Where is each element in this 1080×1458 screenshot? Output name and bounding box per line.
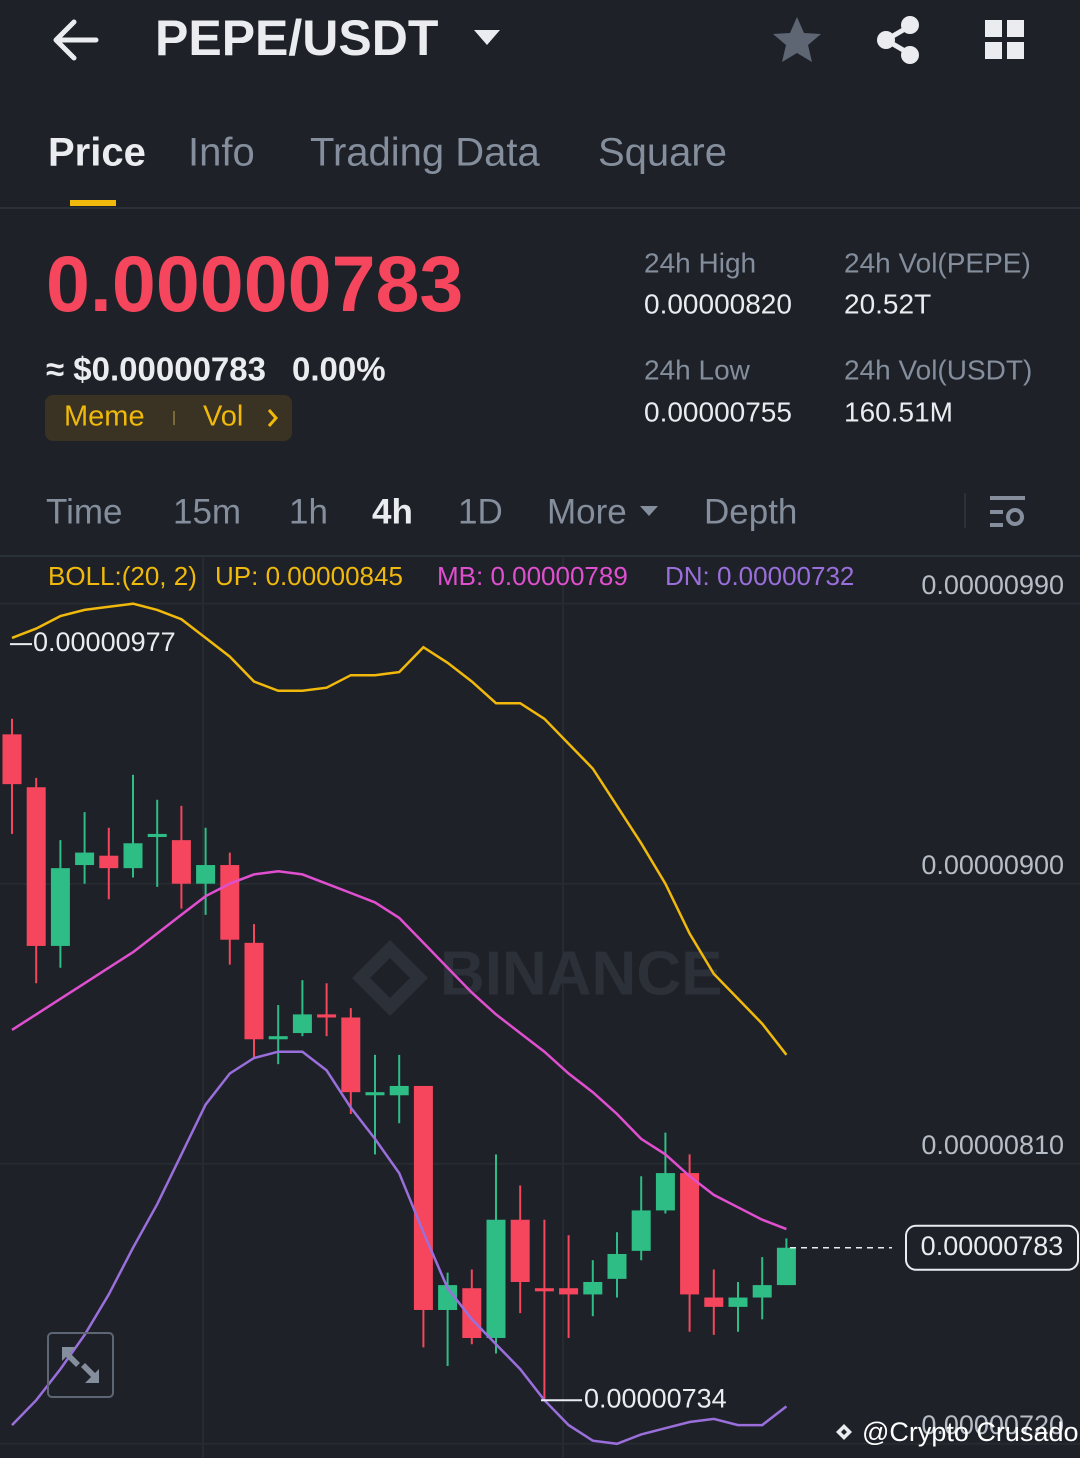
last-price-label: 0.00000783 bbox=[921, 1231, 1064, 1261]
stat-value: 0.00000755 bbox=[644, 396, 792, 427]
candle-body bbox=[583, 1281, 603, 1295]
candle-body bbox=[486, 1219, 506, 1338]
more-dropdown[interactable] bbox=[640, 506, 658, 516]
price-change: 0.00% bbox=[292, 351, 386, 388]
tab[interactable]: Info bbox=[188, 131, 255, 175]
back-button[interactable] bbox=[53, 19, 99, 61]
layout-button[interactable] bbox=[985, 20, 1024, 59]
candle-body bbox=[196, 865, 216, 884]
expand-icon bbox=[62, 1347, 99, 1383]
candle-body bbox=[728, 1297, 748, 1307]
candle-body bbox=[341, 1017, 361, 1093]
interval-tab[interactable]: 1h bbox=[289, 492, 328, 531]
tag[interactable]: Vol bbox=[203, 401, 243, 433]
interval-tab[interactable]: More bbox=[547, 492, 627, 531]
candle-body bbox=[292, 1014, 312, 1034]
candle-body bbox=[171, 840, 191, 884]
usd-price: ≈ $0.00000783 bbox=[46, 351, 266, 388]
tag[interactable]: Meme bbox=[64, 401, 145, 433]
stat-value: 160.51M bbox=[844, 396, 953, 427]
candle-body bbox=[317, 1014, 337, 1018]
candle-body bbox=[50, 868, 70, 946]
stat-value: 20.52T bbox=[844, 288, 931, 319]
favorite-star[interactable] bbox=[773, 17, 821, 62]
y-tick-label: 0.00000900 bbox=[921, 850, 1064, 880]
watermark: BINANCE bbox=[440, 939, 722, 1008]
legend-entry: DN: 0.00000732 bbox=[665, 561, 854, 591]
active-tab-indicator bbox=[70, 200, 116, 206]
candle-body bbox=[680, 1173, 700, 1295]
last-price-box bbox=[905, 1224, 1079, 1271]
credit: @Crypto Crusador bbox=[862, 1417, 1080, 1447]
legend-entry: MB: 0.00000789 bbox=[437, 561, 628, 591]
tab[interactable]: Trading Data bbox=[310, 131, 541, 175]
tag-box[interactable] bbox=[45, 395, 292, 441]
interval-tab[interactable]: 15m bbox=[173, 492, 241, 531]
candle-body bbox=[147, 833, 167, 838]
bollinger-band bbox=[11, 1050, 788, 1446]
candle-body bbox=[704, 1297, 724, 1307]
candle-body bbox=[244, 942, 264, 1040]
candle-body bbox=[2, 734, 22, 785]
candle-body bbox=[123, 843, 143, 869]
expand-button[interactable] bbox=[47, 1332, 114, 1398]
bollinger-band bbox=[11, 870, 787, 1231]
candle-body bbox=[220, 865, 240, 940]
candle-body bbox=[75, 852, 95, 866]
y-tick-label: 0.00000990 bbox=[921, 570, 1064, 600]
last-price: 0.00000783 bbox=[46, 239, 463, 328]
candle-body bbox=[559, 1288, 579, 1295]
y-tick-label: 0.00000720 bbox=[921, 1410, 1064, 1440]
pair-title[interactable]: PEPE/USDT bbox=[155, 10, 438, 66]
candle-body bbox=[631, 1210, 651, 1251]
tag-arrow bbox=[267, 409, 278, 427]
candle-body bbox=[752, 1285, 772, 1298]
candle-body bbox=[438, 1285, 458, 1310]
tab[interactable]: Square bbox=[598, 131, 727, 175]
stat-label: 24h Vol(PEPE) bbox=[844, 247, 1031, 278]
y-tick-label: 0.00000810 bbox=[921, 1130, 1064, 1160]
stat-label: 24h High bbox=[644, 247, 756, 278]
stat-value: 0.00000820 bbox=[644, 288, 792, 319]
candle-body bbox=[510, 1219, 530, 1282]
candle-body bbox=[389, 1085, 409, 1096]
candle-body bbox=[268, 1036, 288, 1040]
watermark-logo bbox=[352, 940, 428, 1016]
stat-label: 24h Low bbox=[644, 354, 751, 385]
interval-tab[interactable]: Time bbox=[46, 492, 122, 531]
candle-body bbox=[365, 1092, 385, 1096]
high-marker: 0.00000977 bbox=[33, 627, 176, 657]
candle-body bbox=[776, 1247, 796, 1286]
interval-tab[interactable]: 1D bbox=[458, 492, 503, 531]
legend-entry: UP: 0.00000845 bbox=[215, 561, 403, 591]
credit-logo bbox=[836, 1424, 852, 1440]
tab[interactable]: Price bbox=[48, 131, 146, 175]
chart-settings[interactable] bbox=[990, 496, 1025, 527]
interval-tab[interactable]: 4h bbox=[372, 492, 413, 531]
candle-body bbox=[655, 1173, 675, 1211]
low-marker: 0.00000734 bbox=[584, 1383, 727, 1413]
candle-body bbox=[26, 787, 46, 946]
candle-body bbox=[413, 1085, 433, 1310]
bollinger-band bbox=[11, 602, 788, 1056]
stat-label: 24h Vol(USDT) bbox=[844, 354, 1032, 385]
candle-body bbox=[607, 1253, 627, 1279]
pair-dropdown[interactable] bbox=[474, 30, 500, 45]
indicator-label: BOLL:(20, 2) bbox=[48, 561, 197, 591]
candle-body bbox=[462, 1288, 482, 1338]
candle-body bbox=[534, 1288, 554, 1292]
candle-body bbox=[99, 855, 119, 869]
share-button[interactable] bbox=[877, 16, 919, 64]
interval-tab[interactable]: Depth bbox=[704, 492, 797, 531]
